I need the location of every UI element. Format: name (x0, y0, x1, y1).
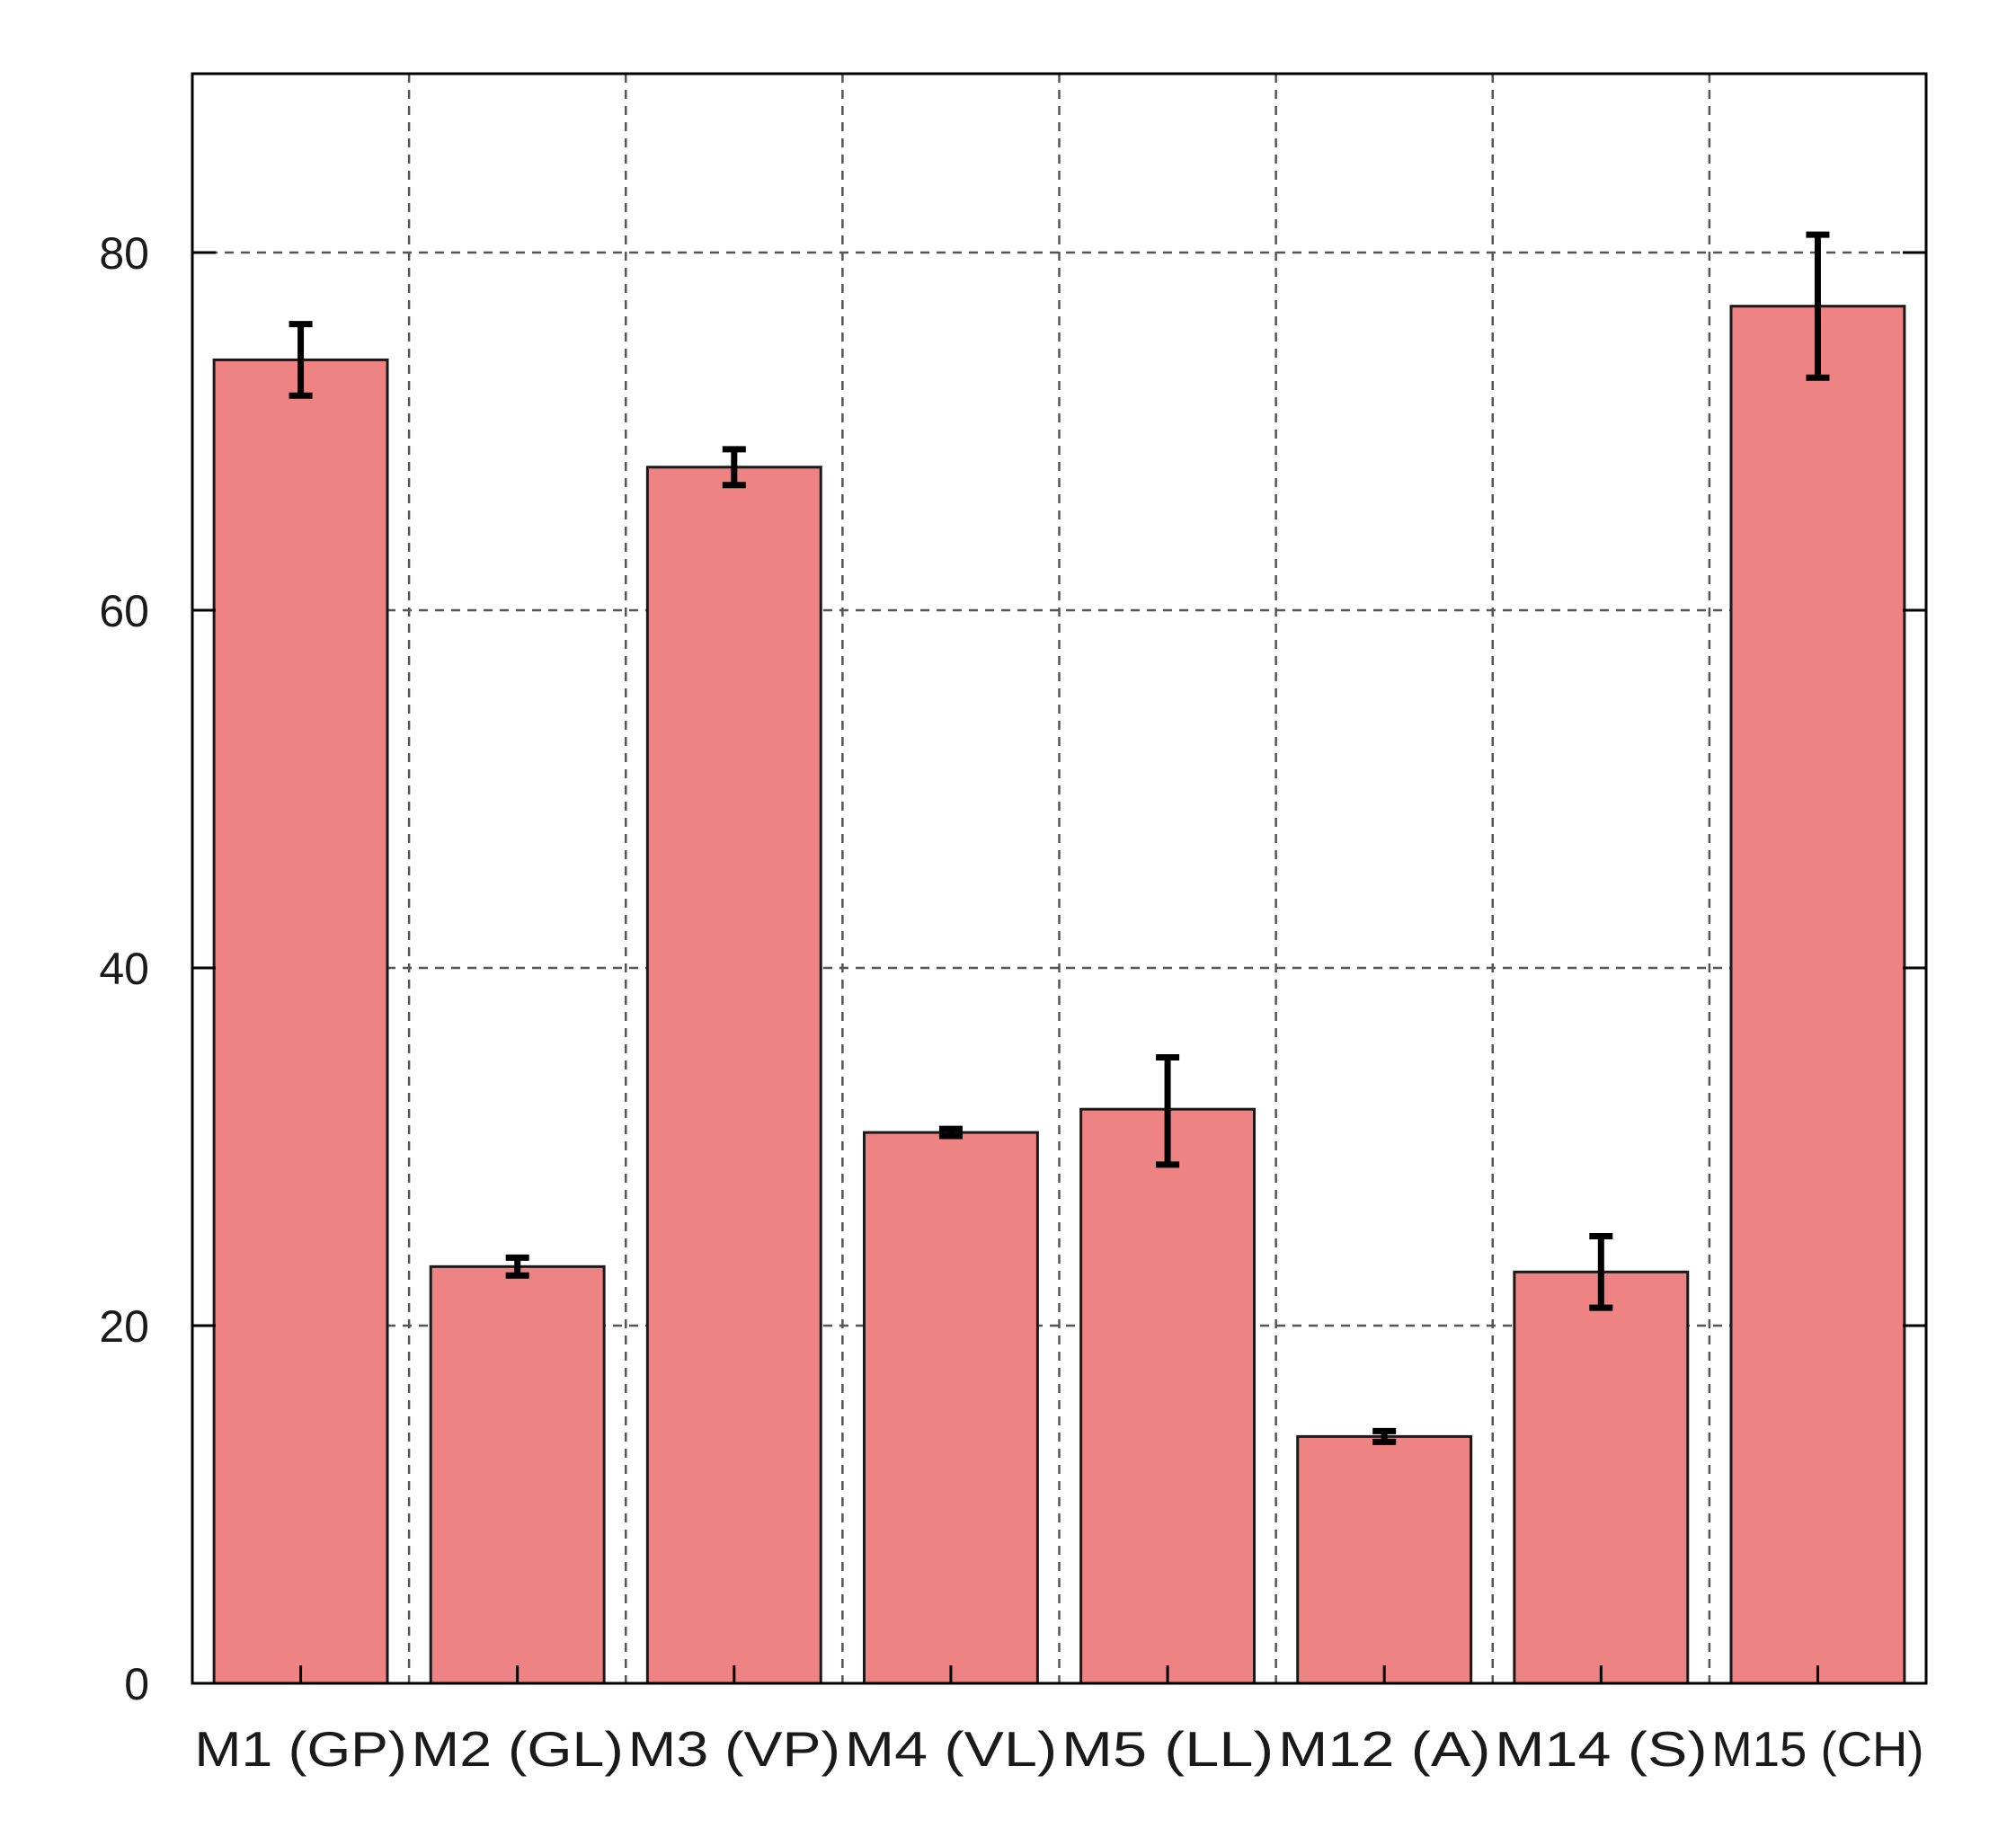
plot-frame (191, 72, 1928, 1685)
error-bar-2 (722, 446, 746, 489)
x-category-label-0: M1 (GP) (194, 1721, 406, 1777)
y-tick-label-80: 80 (99, 228, 149, 279)
error-bars-layer (289, 231, 1830, 1445)
error-bar-4 (1156, 1054, 1180, 1168)
plot-frame-layer (191, 72, 1928, 1685)
x-category-label-5: M12 (A) (1278, 1721, 1490, 1777)
x-category-label-3: M4 (VL) (845, 1721, 1057, 1777)
bar-4 (1079, 1107, 1257, 1685)
y-tick-label-40: 40 (99, 944, 149, 994)
y-axis-ticks: 0 20 40 60 80 (99, 228, 1926, 1709)
bar-2 (645, 466, 822, 1685)
bar-1 (429, 1265, 606, 1685)
y-tick-label-20: 20 (99, 1301, 149, 1352)
error-bar-5 (1372, 1427, 1397, 1445)
error-bar-3 (938, 1125, 963, 1140)
x-category-label-6: M14 (S) (1495, 1721, 1707, 1777)
x-axis-labels: M1 (GP) M2 (GL) M3 (VP) M4 (VL) M5 (LL) M12 (… (194, 1665, 1924, 1777)
y-tick-label-0: 0 (124, 1659, 149, 1709)
bar-5 (1296, 1434, 1473, 1685)
error-bar-1 (505, 1254, 529, 1279)
error-bar-0 (289, 321, 313, 399)
error-bar-6 (1589, 1233, 1613, 1311)
y-tick-label-60: 60 (99, 586, 149, 636)
x-category-label-2: M3 (VP) (628, 1721, 840, 1777)
x-category-label-1: M2 (GL) (412, 1721, 624, 1777)
bar-6 (1513, 1270, 1690, 1685)
x-category-label-7: M15 (CH) (1711, 1721, 1923, 1777)
bar-7 (1729, 305, 1906, 1685)
x-category-label-4: M5 (LL) (1061, 1721, 1274, 1777)
error-bar-7 (1806, 231, 1830, 381)
bar-3 (862, 1131, 1039, 1685)
bar-0 (212, 358, 389, 1685)
